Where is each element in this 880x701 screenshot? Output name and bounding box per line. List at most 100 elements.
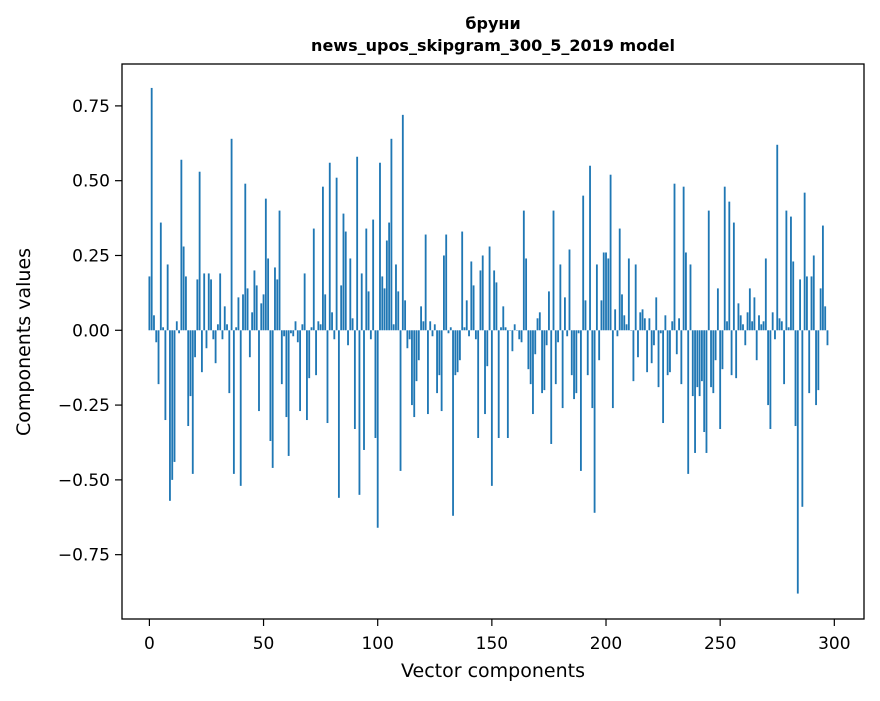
y-tick-label: 0.75 [72,97,110,117]
bar-25 [206,330,208,348]
bar-255 [731,330,733,375]
bar-237 [690,264,692,330]
bar-187 [575,330,577,393]
bar-234 [683,187,685,331]
bar-245 [708,211,710,331]
bar-193 [589,166,591,331]
bar-162 [518,330,520,339]
bar-167 [530,330,532,384]
bar-269 [763,321,765,330]
bar-235 [685,252,687,330]
bar-63 [292,330,294,336]
bar-276 [779,318,781,330]
bar-268 [760,324,762,330]
bar-157 [507,330,509,438]
bar-106 [390,139,392,330]
bar-152 [496,282,498,330]
bar-236 [687,330,689,474]
bar-180 [559,264,561,330]
bar-26 [208,273,210,330]
bar-287 [804,193,806,331]
bar-103 [384,288,386,330]
bar-273 [772,312,774,330]
bar-49 [260,303,262,330]
bar-74 [317,321,319,330]
bar-143 [475,330,477,339]
bar-177 [553,211,555,331]
bar-2 [153,315,155,330]
bar-295 [822,226,824,331]
bar-294 [820,288,822,330]
y-tick-label: −0.75 [58,546,110,566]
bar-58 [281,330,283,384]
chart-subtitle: news_upos_skipgram_300_5_2019 model [311,36,675,55]
bar-140 [468,330,470,336]
bar-82 [336,178,338,331]
bar-285 [799,279,801,330]
bar-12 [176,321,178,330]
bar-126 [436,330,438,393]
bar-120 [422,321,424,330]
bar-95 [365,229,367,331]
bar-66 [299,330,301,411]
bar-91 [356,157,358,331]
bar-147 [484,330,486,414]
bar-94 [363,330,365,450]
bar-171 [539,312,541,330]
bar-256 [733,223,735,331]
bar-241 [699,330,701,396]
bar-203 [612,330,614,408]
bar-249 [717,288,719,330]
bar-228 [669,330,671,372]
bar-194 [591,330,593,408]
bar-7 [164,330,166,420]
bar-250 [719,330,721,429]
bar-279 [785,211,787,331]
bar-93 [361,273,363,330]
bar-78 [327,330,329,423]
bar-90 [354,330,356,429]
bar-51 [265,199,267,331]
y-tick-label: −0.50 [58,471,110,491]
bar-189 [580,330,582,471]
bar-128 [441,330,443,411]
bar-102 [381,276,383,330]
bar-135 [457,330,459,372]
bar-262 [747,312,749,330]
bar-197 [598,330,600,360]
bar-183 [566,330,568,336]
bar-86 [345,232,347,331]
bar-137 [461,232,463,331]
bar-127 [438,330,440,375]
bar-85 [343,214,345,331]
bar-247 [712,330,714,393]
bar-150 [491,330,493,486]
bar-153 [498,330,500,438]
bar-117 [416,330,418,381]
bar-217 [644,318,646,330]
bar-116 [413,330,415,417]
bar-79 [329,163,331,331]
bar-288 [806,276,808,330]
bar-34 [226,324,228,330]
bar-92 [359,330,361,495]
bar-292 [815,330,817,405]
bar-283 [795,330,797,426]
x-tick-label: 150 [476,634,508,654]
bar-8 [167,264,169,330]
bar-263 [749,288,751,330]
bar-184 [569,250,571,331]
bar-289 [808,330,810,393]
bar-32 [222,330,224,339]
bar-105 [388,223,390,331]
bar-17 [187,330,189,426]
bars-group [148,88,828,594]
bar-258 [738,303,740,330]
y-axis-ticks: −0.75−0.50−0.250.000.250.500.75 [58,97,122,566]
bar-176 [550,330,552,444]
bar-10 [171,330,173,480]
bar-169 [534,330,536,354]
bar-293 [817,330,819,390]
bar-59 [283,330,285,336]
bar-67 [301,324,303,330]
